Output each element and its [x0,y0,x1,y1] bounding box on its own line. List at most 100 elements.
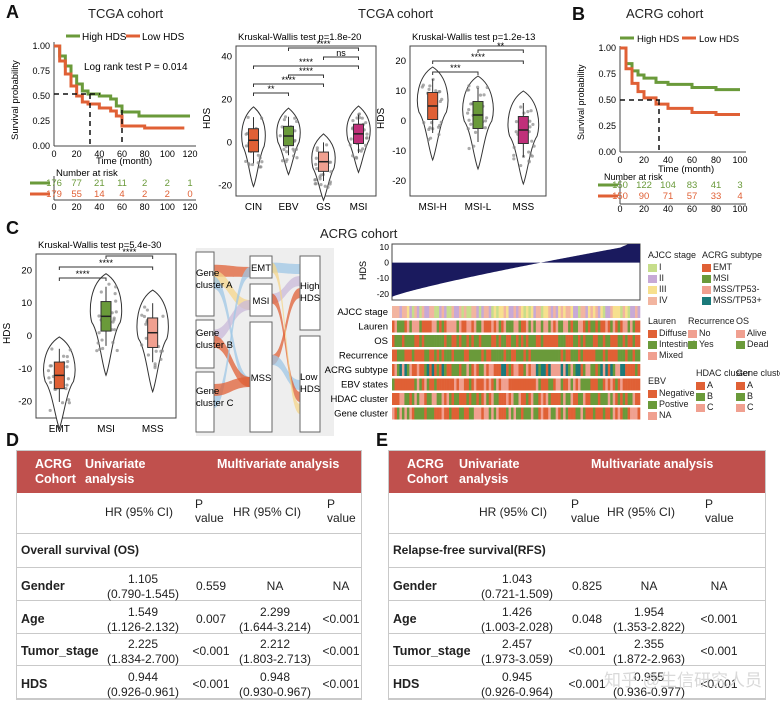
violin-point [112,328,117,332]
sig-bracket [288,74,324,78]
risk-xtick-label: 100 [160,202,175,212]
heatmap-cell [404,407,408,420]
heatmap-cell [538,407,542,420]
heatmap-cell [421,364,425,376]
risk-xtick-label: 60 [117,202,127,212]
heatmap-cell [558,407,561,420]
heatmap-cell [488,335,492,347]
violin-point [514,130,518,134]
heatmap-cell [434,349,437,362]
heatmap-cell [600,407,604,420]
heatmap-cell [424,393,428,405]
heatmap-cell [468,364,472,376]
violin-point [282,118,287,122]
heatmap-cell [570,349,574,362]
legend-text: A [747,380,754,390]
heatmap-cell [615,320,618,333]
legend-text: Postive [659,399,689,409]
heatmap-cell [560,393,564,405]
heatmap-cell [516,378,519,391]
risk-low-count: 71 [663,191,674,202]
heatmap-cell [627,320,631,333]
heatmap-cell [605,407,609,420]
row-label: HDS [393,676,420,691]
violin-point [114,310,118,314]
heatmap-cell [466,320,470,333]
violin-point [50,347,54,351]
heatmap-cell [635,320,638,333]
heatmap-cell [451,393,455,405]
sig-label: **** [122,247,137,257]
violin-xtick: MSI [97,424,115,435]
heatmap-cell [392,393,395,405]
sankey-node-left [195,251,215,317]
heatmap-cell [565,349,569,362]
heatmap-cell [434,364,437,376]
sig-bracket [253,65,359,69]
heatmap-cell [523,335,527,347]
heatmap-cell [545,306,549,318]
heatmap-cell [605,306,609,318]
heatmap-cell [617,320,621,333]
legend-swatch [702,285,711,294]
sig-label: **** [471,52,486,62]
legend-item: Diffuse [648,328,687,338]
heatmap-cell [602,335,606,347]
heatmap-cell [394,407,398,420]
heatmap-cell [404,335,408,347]
panel-label-e: E [376,430,389,450]
heatmap-cell [406,393,410,405]
heatmap-cell [570,364,574,376]
heatmap-cell [592,349,596,362]
table-row: Age 1.549 (1.126-2.132) 0.007 2.299 (1.644… [17,601,361,634]
heatmap-cell [582,407,586,420]
legend-swatch [702,296,711,305]
heatmap-cell [525,407,529,420]
violin-point [314,182,318,186]
violin-ytick: 0 [401,116,406,127]
heatmap-cell [575,335,579,347]
heatmap-cell [486,364,490,376]
heatmap-cell [610,349,614,362]
violin-point [294,119,299,124]
heatmap-title: ACRG cohort [320,226,398,241]
violin-ytick: 40 [221,52,232,63]
violin-point [514,119,519,124]
heatmap-cell [548,320,552,333]
legend-item: MSI [702,273,729,283]
violin-point [512,153,516,157]
heatmap-cell [563,306,566,318]
kruskal-text: Kruskal-Wallis test p=1.8e-20 [238,32,361,43]
heatmap-cell [496,393,499,405]
violin-ytick: -20 [392,176,406,187]
heatmap-cell [476,393,480,405]
sankey-middle-label: EMT [251,263,271,274]
heatmap-cell [468,378,472,391]
heatmap-cell [456,335,460,347]
heatmap-cell [493,378,497,391]
heatmap-cell [481,364,485,376]
heatmap-cell [612,364,616,376]
risk-high-count: 83 [687,180,698,191]
heatmap-cell [421,393,425,405]
heatmap-cell [575,393,579,405]
heatmap-cell [585,407,589,420]
heatmap-cell [563,320,566,333]
heatmap-cell [565,335,569,347]
heatmap-cell [511,364,514,376]
violin-point [140,343,144,347]
sankey-flow [272,262,300,414]
heatmap-cell [508,306,512,318]
violin-point [114,285,118,289]
heatmap-cell [540,378,544,391]
xtick-label: 40 [663,155,673,165]
heatmap-cell [516,393,519,405]
heatmap-cell [404,349,408,362]
violin-tcga-title: TCGA cohort [358,6,434,21]
sankey-left-label: Gene [196,386,219,397]
heatmap-cell [404,320,408,333]
heatmap-cell [630,393,633,405]
heatmap-cell [533,378,537,391]
heatmap-cell [478,306,482,318]
